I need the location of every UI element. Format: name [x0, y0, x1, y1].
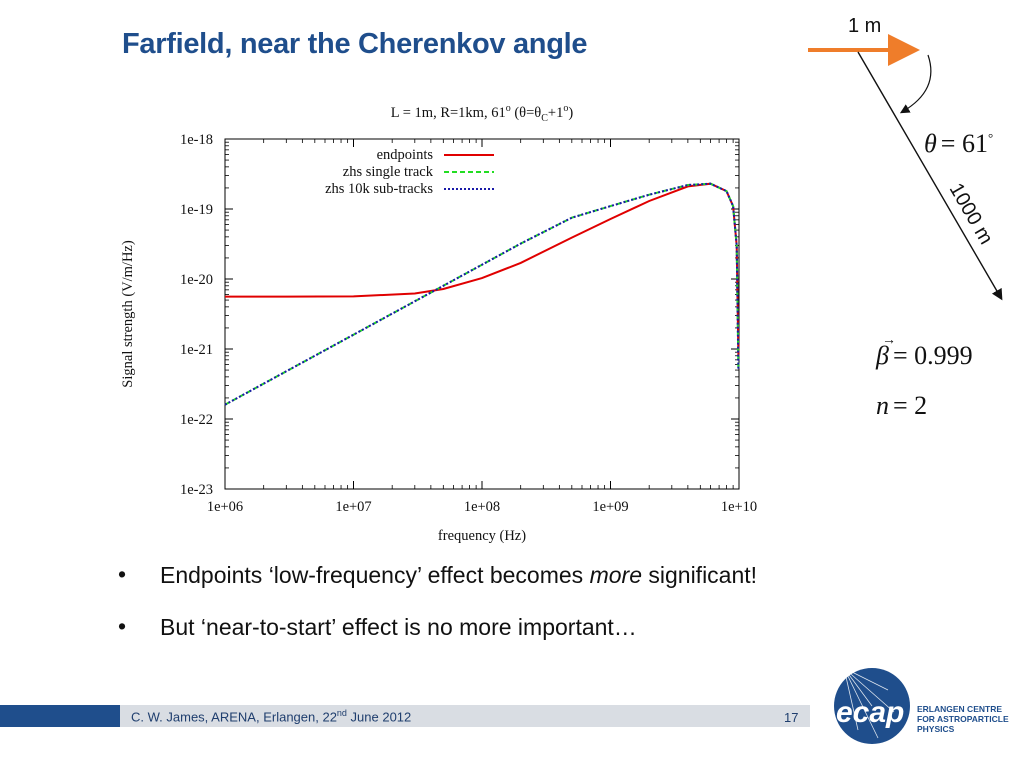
page-number: 17 — [784, 710, 799, 725]
x-tick-label: 1e+09 — [592, 499, 628, 515]
series-line-2 — [224, 182, 740, 406]
y-tick-label: 1e-22 — [180, 412, 213, 428]
chart: L = 1m, R=1km, 61o (θ=θC+1o) 1e+06 1e+07 1… — [120, 103, 757, 544]
series-lines — [224, 182, 740, 406]
series-line-1 — [225, 182, 740, 356]
ecap-logo-icon: ecap — [834, 667, 910, 744]
n-label: n = 2 — [876, 391, 927, 420]
y-tick-label: 1e-21 — [180, 342, 213, 358]
y-axis-label: Signal strength (V/m/Hz) — [120, 240, 136, 388]
footer-bar — [120, 705, 810, 727]
y-tick-label: 1e-18 — [180, 132, 213, 148]
y-tick-label: 1e-20 — [180, 272, 213, 288]
x-tick-label: 1e+06 — [207, 499, 243, 515]
geometry-diagram: 1 m θ = 61° 1000 m β = 0.999 → n = 2 — [808, 15, 1003, 420]
bullet-1-text: Endpoints ‘low-frequency’ effect becomes — [160, 562, 590, 588]
footer-citation: C. W. James, ARENA, Erlangen, 22nd June … — [131, 708, 412, 725]
footer-accent-bar — [0, 705, 120, 727]
slide-title: Farfield, near the Cherenkov angle — [122, 28, 588, 60]
logo-mark: ecap — [836, 696, 904, 729]
series-line-3 — [224, 182, 740, 406]
plot-area — [224, 138, 740, 490]
bullet-1-text-end: significant! — [641, 562, 758, 588]
axis-ticks — [224, 138, 740, 490]
angle-label: θ = 61° — [924, 129, 993, 158]
chart-title: L = 1m, R=1km, 61o (θ=θC+1o) — [391, 103, 574, 124]
short-distance-label: 1 m — [848, 15, 881, 37]
bullet-1-emphasis: more — [589, 562, 642, 588]
x-tick-label: 1e+07 — [335, 499, 371, 515]
y-tick-label: 1e-19 — [180, 202, 213, 218]
bullet-dot: • — [118, 561, 127, 587]
legend-label: endpoints — [377, 147, 434, 163]
observer-line-arrow — [857, 51, 1003, 301]
x-tick-label: 1e+10 — [721, 499, 757, 515]
tick-labels: 1e+06 1e+07 1e+08 1e+09 1e+10 1e-18 1e-19 1e-20… — [180, 132, 757, 515]
legend-label: zhs 10k sub-tracks — [325, 181, 433, 197]
logo-text: ERLANGEN CENTRE FOR ASTROPARTICLE PHYSIC… — [917, 704, 1009, 734]
legend-label: zhs single track — [343, 164, 434, 180]
x-tick-label: 1e+08 — [464, 499, 500, 515]
bullet-2-text: But ‘near-to-start’ effect is no more im… — [160, 614, 637, 640]
angle-arc — [899, 54, 932, 114]
beta-vector-arrow: → — [882, 333, 896, 348]
x-axis-label: frequency (Hz) — [438, 528, 526, 544]
y-tick-label: 1e-23 — [180, 482, 213, 498]
bullet-dot: • — [118, 613, 127, 639]
beta-label: β = 0.999 — [875, 341, 973, 370]
